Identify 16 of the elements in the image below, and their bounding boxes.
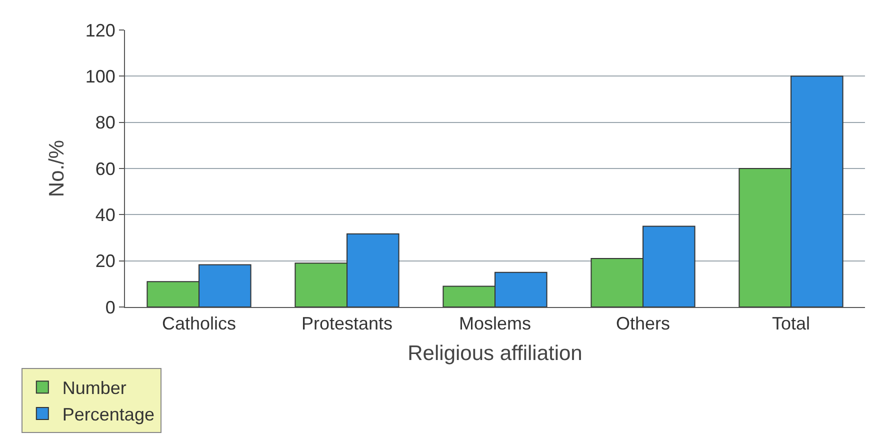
x-tick-label: Protestants: [301, 314, 393, 334]
legend-label: Percentage: [62, 404, 154, 425]
x-tick-label: Others: [616, 314, 670, 334]
y-axis-title: No./%: [46, 140, 69, 198]
y-tick-label: 40: [95, 204, 116, 225]
x-tick-label: Total: [772, 314, 810, 334]
y-tick-label: 80: [95, 112, 116, 133]
y-tick-label: 20: [95, 251, 116, 272]
x-axis-title: Religious affiliation: [408, 342, 582, 365]
legend-label: Number: [62, 378, 126, 398]
x-tick-label: Moslems: [458, 314, 532, 334]
y-tick-label: 100: [85, 66, 116, 86]
y-tick-label: 0: [105, 297, 116, 318]
y-tick-label: 60: [95, 158, 116, 179]
x-tick-label: Catholics: [162, 314, 236, 334]
y-tick-label: 120: [85, 20, 116, 40]
